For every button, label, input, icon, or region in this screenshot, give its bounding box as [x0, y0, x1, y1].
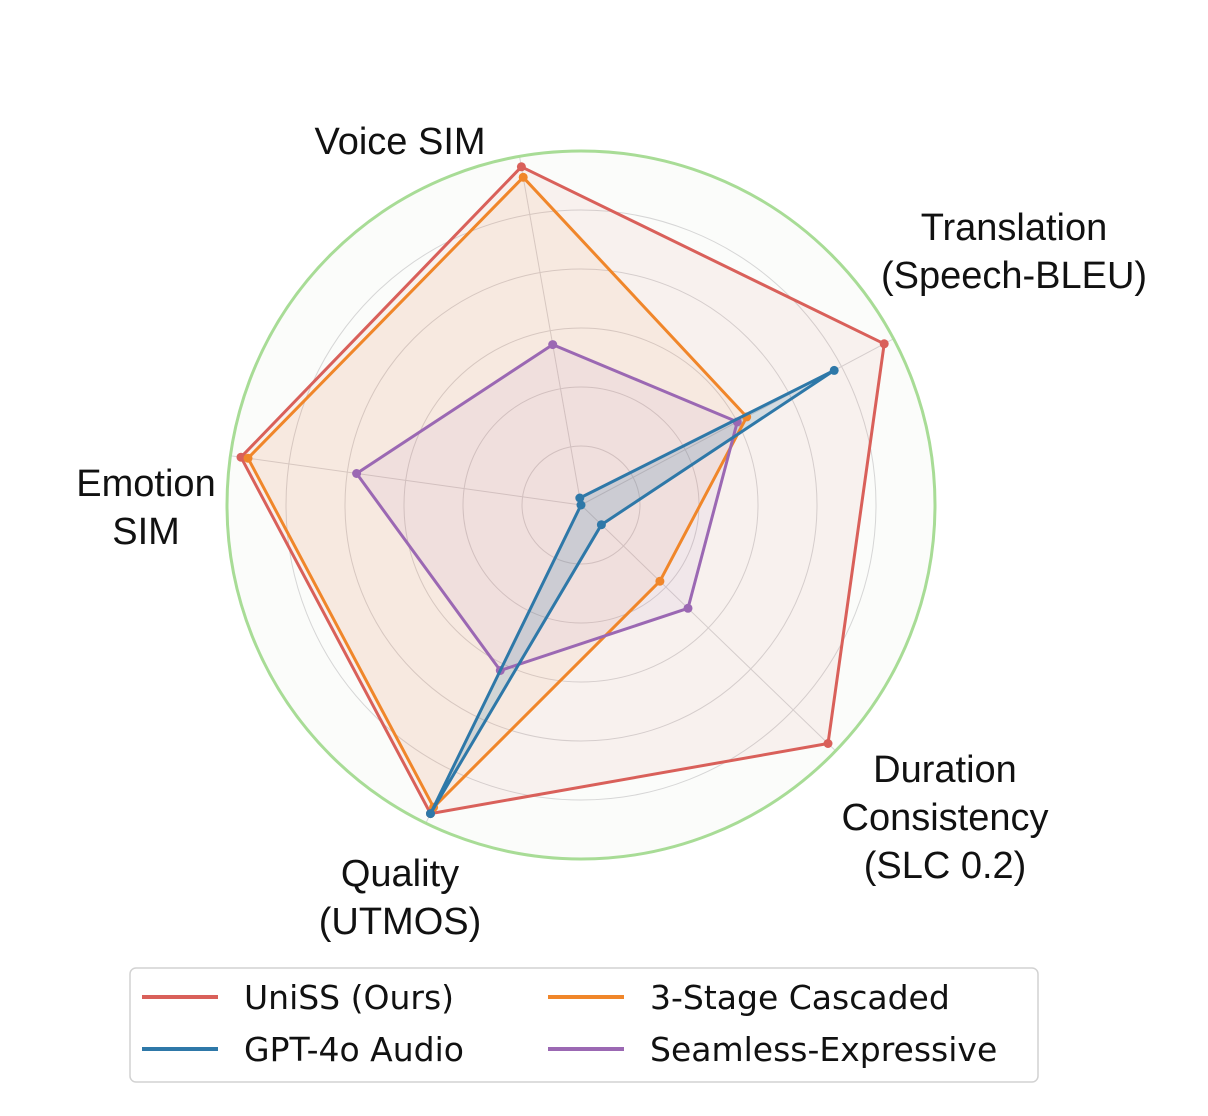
axis-label-line: (Speech-BLEU) — [881, 255, 1147, 297]
grid-ring — [285, 209, 877, 801]
data-point — [576, 500, 586, 510]
axis-label-line: Translation — [921, 207, 1108, 249]
data-point — [516, 162, 526, 172]
axis-label-line: Voice SIM — [314, 121, 485, 163]
data-point — [575, 493, 585, 503]
data-point — [352, 469, 362, 478]
data-point — [655, 576, 665, 586]
data-point — [823, 739, 833, 748]
data-point — [426, 809, 435, 819]
data-point — [548, 340, 558, 350]
legend-label: GPT-4o Audio — [244, 1030, 464, 1069]
axis-labels: Voice SIM Translation (Speech-BLEU) Duratio… — [76, 121, 1147, 943]
axis-label-voice-sim: Voice SIM — [314, 121, 485, 163]
series-line — [246, 175, 749, 809]
axis-label-translation: Translation (Speech-BLEU) — [881, 207, 1147, 297]
series-line — [239, 165, 886, 816]
grid-ring — [344, 268, 818, 742]
axis-label-line: (UTMOS) — [319, 901, 482, 943]
axis-label-line: Duration — [873, 749, 1017, 791]
legend-label: 3-Stage Cascaded — [650, 978, 950, 1017]
axis-label-line: Quality — [341, 853, 459, 895]
legend-label: Seamless-Expressive — [650, 1030, 997, 1069]
series-line — [355, 343, 739, 672]
axis-spoke — [230, 455, 582, 506]
data-point — [829, 365, 839, 375]
axis-label-line: SIM — [112, 511, 180, 553]
axis-label-line: (SLC 0.2) — [864, 845, 1027, 887]
legend-label: UniSS (Ours) — [244, 978, 454, 1017]
data-point — [596, 520, 606, 530]
data-point — [236, 452, 246, 462]
series-area — [356, 344, 738, 671]
axis-label-emotion-sim: Emotion SIM — [76, 463, 215, 553]
axis-label-line: Emotion — [76, 463, 215, 505]
data-point — [243, 453, 253, 463]
series-area — [241, 166, 885, 814]
axis-label-duration: Duration Consistency (SLC 0.2) — [842, 749, 1049, 887]
outer-boundary — [225, 149, 937, 861]
legend-box — [129, 967, 1039, 1083]
grid-ring — [403, 327, 759, 683]
axis-spoke — [519, 156, 582, 506]
axis-label-line: Consistency — [842, 797, 1049, 839]
axis-label-quality: Quality (UTMOS) — [319, 853, 482, 943]
data-point — [879, 339, 889, 349]
axis-spoke — [580, 504, 836, 752]
data-point — [683, 603, 693, 613]
data-point — [518, 172, 528, 182]
grid-ring — [521, 445, 641, 565]
series-layer — [236, 162, 889, 819]
legend: UniSS (Ours) GPT-4o Audio 3-Stage Cascaded… — [129, 967, 1039, 1083]
series-area — [248, 177, 747, 808]
